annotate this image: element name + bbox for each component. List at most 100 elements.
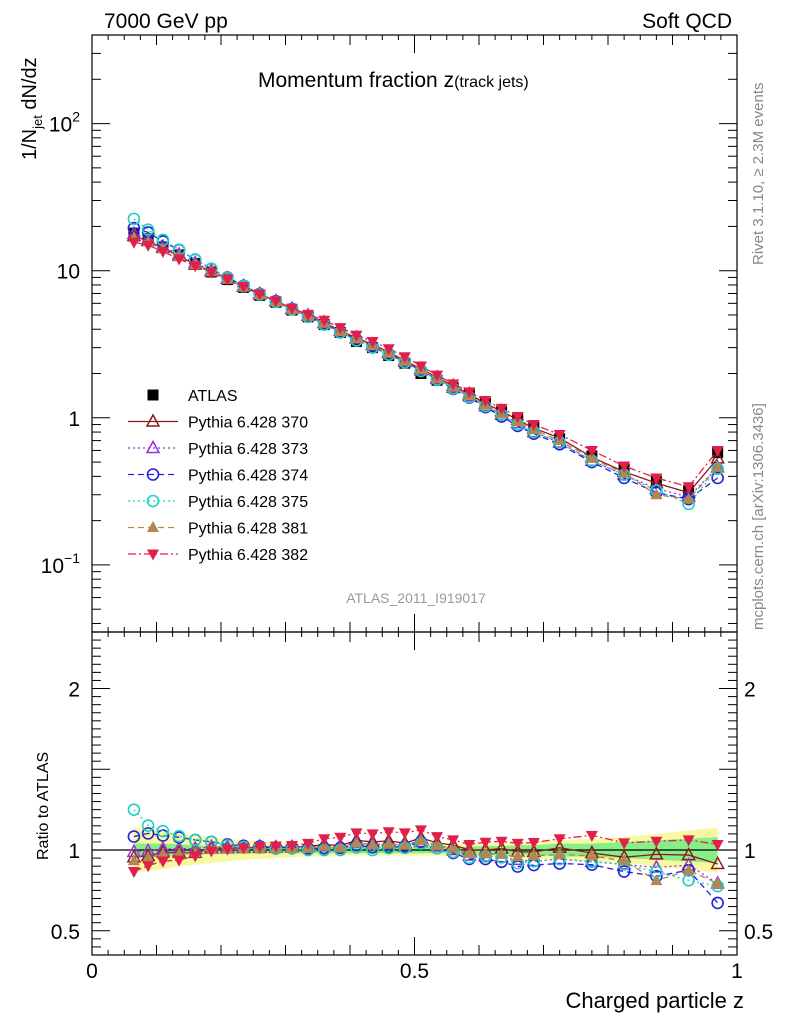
main-point-6-27 bbox=[585, 445, 598, 457]
main-point-6-11 bbox=[302, 309, 315, 321]
main-y-label-sub: jet bbox=[30, 115, 45, 130]
ratio-point-6-2 bbox=[156, 856, 169, 868]
analysis-label: ATLAS_2011_I919017 bbox=[346, 590, 486, 606]
main-line-5 bbox=[133, 236, 719, 500]
legend-entry-3: Pythia 6.428 374 bbox=[128, 468, 308, 485]
main-ytick-label-base-0: 10 bbox=[41, 555, 64, 578]
legend-label-3: Pythia 6.428 374 bbox=[188, 468, 308, 485]
main-point-5-30 bbox=[682, 492, 695, 504]
main-point-6-7 bbox=[237, 282, 250, 294]
ratio-point-4-1 bbox=[141, 819, 155, 832]
main-ytick-label-exp-3: 2 bbox=[72, 109, 80, 125]
ratio-point-5-27 bbox=[585, 849, 598, 861]
main-ytick-label-1: 1 bbox=[68, 408, 80, 431]
ratio-point-6-11 bbox=[302, 838, 315, 850]
main-series-layer bbox=[126, 212, 725, 511]
ratio-point-5-18 bbox=[414, 833, 427, 845]
legend-label-5: Pythia 6.428 381 bbox=[188, 521, 308, 538]
main-y-label-b: dN/dz bbox=[19, 57, 41, 115]
ratio-point-5-22 bbox=[479, 847, 492, 859]
ratio-point-6-14 bbox=[350, 828, 363, 840]
ratio-point-5-28 bbox=[618, 854, 631, 866]
ratio-ytick-label-right-0: 0.5 bbox=[744, 921, 773, 944]
ratio-point-5-29 bbox=[650, 874, 663, 886]
ratio-series-layer bbox=[126, 803, 725, 910]
main-point-6-26 bbox=[553, 430, 566, 442]
ratio-point-5-21 bbox=[463, 846, 476, 858]
ratio-point-6-12 bbox=[318, 834, 331, 846]
ratio-point-6-18 bbox=[414, 825, 427, 837]
ratio-point-1-31 bbox=[710, 855, 725, 870]
ratio-point-5-17 bbox=[398, 838, 411, 850]
ratio-point-5-1 bbox=[142, 851, 155, 863]
legend-label-0: ATLAS bbox=[188, 388, 238, 405]
ratio-point-4-2 bbox=[156, 824, 170, 838]
ratio-point-6-22 bbox=[479, 837, 492, 849]
main-ytick-label-0: 10−1 bbox=[41, 550, 81, 578]
main-point-6-17 bbox=[398, 352, 411, 364]
main-y-axis-label: 1/Njet dN/dz bbox=[19, 57, 45, 160]
legend-marker-3 bbox=[146, 468, 160, 481]
ratio-point-5-16 bbox=[382, 837, 395, 849]
ratio-point-4-3 bbox=[172, 829, 186, 843]
main-point-5-27 bbox=[585, 451, 598, 463]
main-point-6-20 bbox=[447, 379, 460, 391]
main-series-6 bbox=[127, 237, 724, 494]
main-point-6-14 bbox=[350, 330, 363, 342]
ratio-point-5-19 bbox=[431, 839, 444, 851]
legend-label-4: Pythia 6.428 375 bbox=[188, 494, 308, 511]
main-point-3-31 bbox=[711, 471, 724, 485]
ratio-point-5-26 bbox=[553, 848, 566, 860]
legend-marker-4 bbox=[146, 494, 160, 508]
ratio-point-6-20 bbox=[447, 835, 460, 847]
legend-entry-0: ATLAS bbox=[147, 388, 238, 405]
main-title: Momentum fraction z(track jets) bbox=[258, 69, 529, 92]
ratio-point-4-4 bbox=[188, 833, 202, 847]
ratio-series-6 bbox=[127, 825, 724, 879]
ratio-line-4 bbox=[133, 809, 718, 887]
ratio-point-6-23 bbox=[495, 836, 508, 848]
main-ytick-label-exp-0: −1 bbox=[64, 550, 80, 566]
ratio-point-6-28 bbox=[618, 838, 631, 850]
main-point-4-1 bbox=[141, 223, 155, 236]
main-point-6-28 bbox=[618, 461, 631, 473]
ratio-point-5-3 bbox=[173, 847, 186, 859]
ratio-ytick-label-left-2: 2 bbox=[68, 679, 80, 702]
main-point-6-1 bbox=[142, 240, 155, 252]
main-axis-ticks bbox=[91, 34, 738, 632]
ratio-point-6-15 bbox=[366, 829, 379, 841]
ratio-point-6-4 bbox=[189, 851, 202, 863]
main-point-6-5 bbox=[205, 267, 218, 279]
main-title-sub: (track jets) bbox=[454, 74, 529, 91]
main-ytick-label-3: 102 bbox=[49, 109, 80, 137]
ratio-point-5-30 bbox=[682, 863, 695, 875]
ratio-point-3-1 bbox=[141, 827, 155, 840]
main-panel-frame bbox=[91, 34, 738, 633]
ratio-point-6-7 bbox=[237, 843, 250, 855]
ratio-point-6-21 bbox=[463, 839, 476, 851]
legend-marker-1 bbox=[145, 413, 161, 427]
main-point-6-29 bbox=[650, 473, 663, 485]
ratio-point-4-30 bbox=[682, 874, 695, 887]
main-point-6-18 bbox=[414, 361, 427, 373]
ratio-point-1-29 bbox=[649, 846, 664, 860]
main-ytick-label-2: 10 bbox=[57, 261, 80, 284]
main-point-4-0 bbox=[127, 212, 141, 226]
legend-label-1: Pythia 6.428 370 bbox=[188, 415, 308, 432]
main-line-4 bbox=[133, 218, 719, 505]
ratio-point-6-0 bbox=[127, 867, 140, 879]
rivet-label: Rivet 3.1.10, ≥ 2.3M events bbox=[750, 83, 767, 266]
ratio-point-6-6 bbox=[221, 844, 234, 856]
ratio-point-6-16 bbox=[382, 827, 395, 839]
main-point-6-8 bbox=[253, 289, 266, 301]
legend-entry-2: Pythia 6.428 373 bbox=[128, 439, 308, 458]
legend-marker-5 bbox=[147, 521, 159, 532]
ratio-point-6-31 bbox=[711, 839, 724, 851]
energy-label: 7000 GeV pp bbox=[104, 10, 228, 33]
main-point-5-29 bbox=[650, 488, 663, 500]
legend-entry-5: Pythia 6.428 381 bbox=[128, 521, 308, 538]
ratio-point-6-1 bbox=[142, 861, 155, 873]
ratio-point-5-24 bbox=[511, 850, 524, 862]
main-point-6-4 bbox=[189, 261, 202, 273]
